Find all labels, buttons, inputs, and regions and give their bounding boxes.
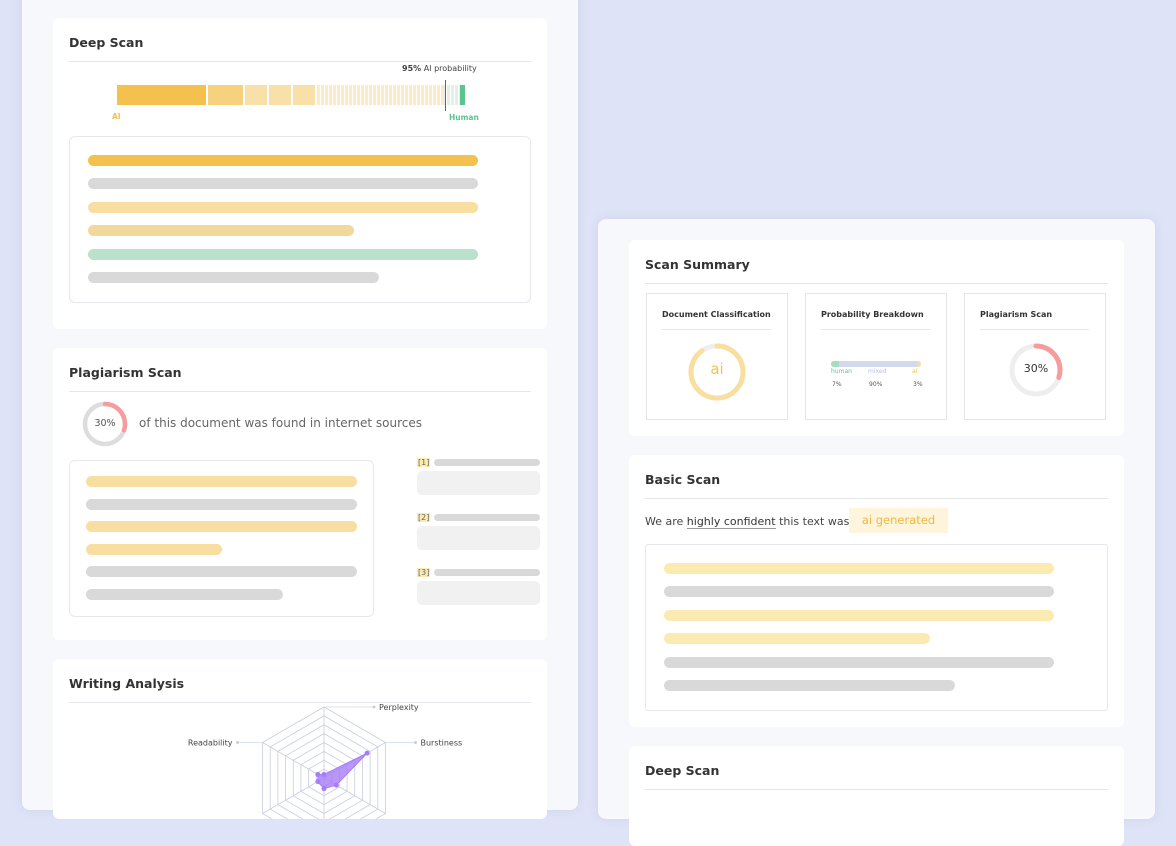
plagiarism-summary-card: Plagiarism Scan 30%	[964, 293, 1106, 420]
probability-marker	[445, 80, 446, 111]
radar-axis-label: Perplexity	[379, 703, 419, 712]
radar-axis-label: Readability	[188, 739, 233, 748]
ai-probability-readout: 95% AI probability	[402, 64, 477, 73]
probability-breakdown-title: Probability Breakdown	[821, 310, 924, 319]
radar-data-point	[315, 771, 321, 777]
plagiarism-text-preview	[69, 460, 374, 617]
basic-scan-title: Basic Scan	[645, 472, 721, 487]
document-classification-title: Document Classification	[662, 310, 771, 319]
scan-summary-title: Scan Summary	[645, 257, 750, 272]
source-item[interactable]: [3]	[417, 568, 541, 608]
plagiarism-description: of this document was found in internet s…	[139, 416, 423, 430]
human-label: Human	[449, 113, 479, 122]
source-item[interactable]: [2]	[417, 513, 541, 553]
radar-label-dot	[413, 741, 417, 744]
basic-scan-verdict-text: We are highly confident this text was	[645, 515, 850, 529]
radar-data-point	[321, 786, 327, 792]
source-index: [2]	[417, 513, 431, 522]
breakdown-human-value: 7%	[832, 381, 842, 388]
breakdown-mixed-label: mixed	[868, 368, 887, 375]
radar-chart: Perplexity Burstiness Readability	[188, 703, 462, 819]
ai-label: AI	[112, 112, 121, 121]
confidence-level: highly confident	[686, 515, 776, 529]
classification-donut	[688, 343, 746, 401]
radar-data-area	[317, 752, 368, 790]
classification-label: ai	[710, 360, 724, 378]
source-item[interactable]: [1]	[417, 458, 541, 498]
left-report-panel: Deep Scan 95% AI probability AI Human Pl…	[22, 0, 578, 819]
ai-probability-bar	[117, 85, 467, 105]
radar-data-point	[364, 750, 370, 756]
radar-data-point	[333, 782, 339, 788]
breakdown-mixed-value: 90%	[869, 381, 883, 388]
breakdown-ai-label: ai	[912, 368, 918, 375]
radar-label-dot	[236, 741, 240, 744]
right-deep-scan-title: Deep Scan	[645, 763, 720, 778]
right-deep-scan-card: Deep Scan	[629, 746, 1124, 846]
deep-scan-title: Deep Scan	[69, 35, 144, 50]
plagiarism-scan-card: Plagiarism Scan 30% of this document was…	[53, 348, 547, 640]
document-classification-card: Document Classification ai	[646, 293, 788, 420]
plagiarism-summary-title: Plagiarism Scan	[980, 310, 1053, 319]
plagiarism-donut	[82, 401, 128, 447]
breakdown-ai-value: 3%	[913, 381, 923, 388]
source-index: [3]	[417, 568, 431, 577]
text-preview	[69, 136, 531, 303]
probability-breakdown-card: Probability Breakdown human 7% mixed 90% a…	[805, 293, 947, 420]
plagiarism-summary-percent: 30%	[1023, 362, 1049, 375]
radar-axis	[262, 742, 325, 779]
radar-data-point	[321, 771, 327, 777]
plagiarism-percent: 30%	[94, 418, 116, 429]
right-report-panel: Scan Summary Document Classification ai …	[598, 219, 1155, 846]
plagiarism-summary-donut	[1009, 343, 1063, 397]
basic-scan-text-preview	[645, 544, 1108, 711]
basic-scan-card: Basic Scan We are highly confident this …	[629, 455, 1124, 727]
verdict-badge: ai generated	[849, 508, 948, 533]
breakdown-human-label: human	[831, 368, 852, 375]
plagiarism-title: Plagiarism Scan	[69, 365, 182, 380]
radar-axis-label: Burstiness	[420, 739, 462, 748]
scan-summary-card: Scan Summary Document Classification ai …	[629, 240, 1124, 436]
radar-label-dot	[372, 705, 376, 709]
deep-scan-card: Deep Scan 95% AI probability AI Human	[53, 18, 547, 329]
probability-breakdown-bar	[831, 361, 921, 367]
source-index: [1]	[417, 458, 431, 467]
radar-data-point	[315, 779, 321, 785]
writing-analysis-title: Writing Analysis	[69, 676, 185, 691]
writing-analysis-card: Writing Analysis Perplexity Burstiness Rea…	[53, 659, 547, 819]
